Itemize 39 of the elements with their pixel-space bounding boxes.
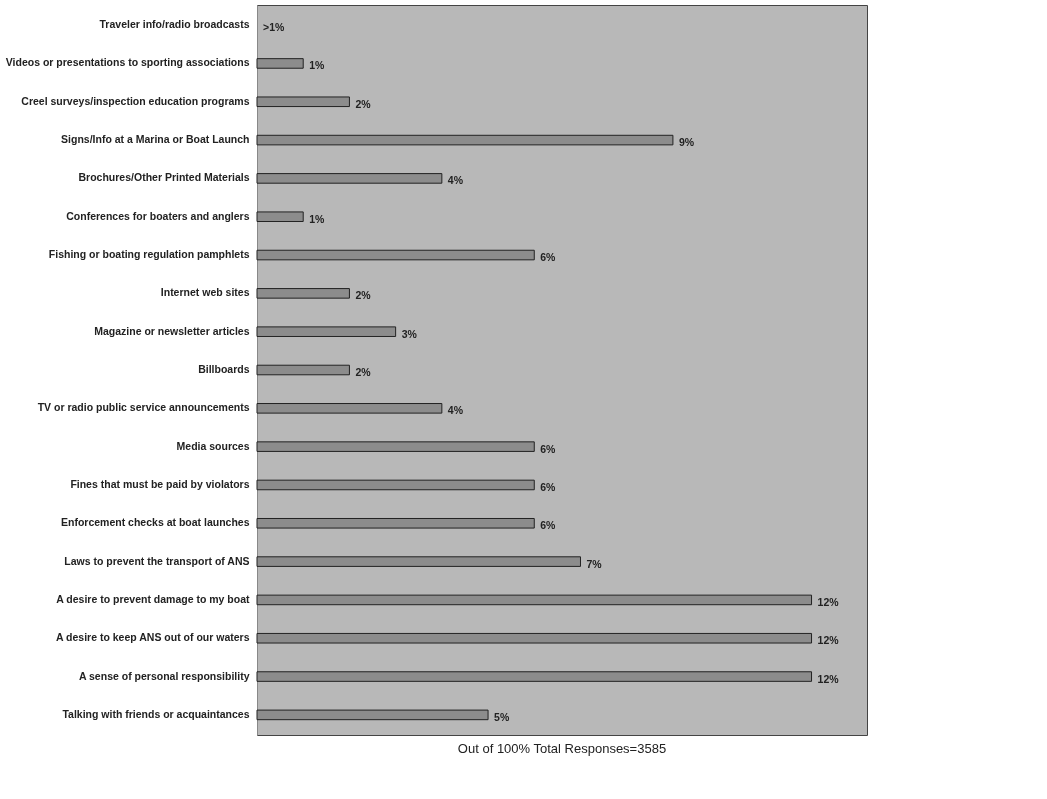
y-tick-label: Enforcement checks at boat launches bbox=[61, 516, 250, 529]
data-label: 6% bbox=[540, 480, 557, 493]
y-tick-label: Magazine or newsletter articles bbox=[94, 324, 250, 337]
y-tick-label: Creel surveys/inspection education programs bbox=[21, 94, 250, 107]
y-tick-label: Conferences for boaters and anglers bbox=[66, 209, 250, 222]
y-tick-label: Brochures/Other Printed Materials bbox=[78, 171, 250, 184]
data-label: 3% bbox=[401, 327, 418, 340]
data-label: 1% bbox=[309, 212, 326, 225]
data-label: 12% bbox=[817, 595, 840, 608]
data-label: 1% bbox=[309, 59, 326, 72]
y-tick-label: Traveler info/radio broadcasts bbox=[99, 18, 250, 31]
y-tick-label: Media sources bbox=[176, 439, 250, 452]
y-tick-label: Fines that must be paid by violators bbox=[70, 477, 250, 490]
data-label: 4% bbox=[447, 174, 464, 187]
data-label: 2% bbox=[355, 97, 372, 110]
data-label: 12% bbox=[817, 634, 840, 647]
y-tick-label: Videos or presentations to sporting associations bbox=[5, 56, 250, 69]
y-tick-label: Signs/Info at a Marina or Boat Launch bbox=[61, 133, 250, 146]
y-tick-label: A desire to keep ANS out of our waters bbox=[55, 631, 250, 644]
data-label: 12% bbox=[817, 672, 840, 685]
data-label: 7% bbox=[586, 557, 603, 570]
text: Out of 100% Total Responses=3585 bbox=[457, 741, 667, 756]
data-label: 6% bbox=[540, 251, 557, 264]
y-tick-label: TV or radio public service announcements bbox=[37, 401, 250, 414]
y-tick-label: Laws to prevent the transport of ANS bbox=[64, 554, 250, 567]
y-tick-label: Talking with friends or acquaintances bbox=[62, 707, 250, 720]
data-label: 2% bbox=[355, 289, 372, 302]
data-label: 6% bbox=[540, 442, 557, 455]
y-tick-label: Internet web sites bbox=[160, 286, 250, 299]
data-label: 6% bbox=[540, 519, 557, 532]
text: >1% bbox=[263, 21, 285, 34]
y-tick-label: Billboards bbox=[198, 363, 250, 375]
data-label: 2% bbox=[355, 366, 372, 378]
data-label: 5% bbox=[494, 710, 510, 723]
y-tick-label: A desire to prevent damage to my boat bbox=[56, 592, 250, 605]
data-label: 4% bbox=[447, 404, 464, 417]
y-tick-label: A sense of personal responsibility bbox=[78, 669, 250, 682]
y-tick-label: Fishing or boating regulation pamphlets bbox=[48, 248, 250, 261]
data-label: 9% bbox=[678, 136, 695, 149]
